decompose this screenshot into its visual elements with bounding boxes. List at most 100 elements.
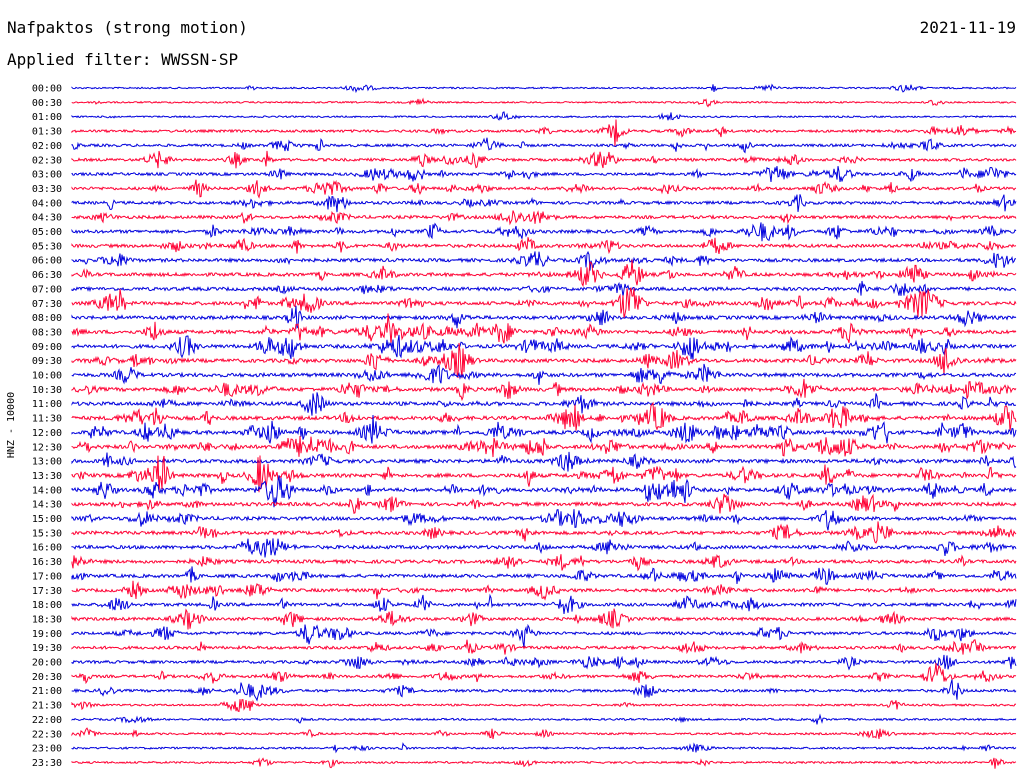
trace-line-2130 <box>71 699 1017 713</box>
trace-line-0230 <box>71 150 1017 169</box>
trace-line-0000 <box>71 83 1017 94</box>
row-time-label: 22:00 <box>32 715 62 726</box>
trace-line-0430 <box>71 210 1017 226</box>
row-time-label: 21:00 <box>32 686 62 697</box>
row-time-label: 05:00 <box>32 227 62 238</box>
row-time-label: 04:30 <box>32 213 62 224</box>
trace-group <box>71 83 1017 769</box>
trace-line-0130 <box>71 119 1017 147</box>
trace-line-2100 <box>71 679 1017 702</box>
trace-line-1200 <box>71 415 1017 444</box>
row-time-label: 02:00 <box>32 141 62 152</box>
row-time-label: 20:00 <box>32 658 62 669</box>
row-time-label: 11:00 <box>32 399 62 410</box>
row-time-label: 16:00 <box>32 543 62 554</box>
row-time-label: 03:30 <box>32 184 62 195</box>
trace-line-0630 <box>71 259 1017 288</box>
trace-line-2200 <box>71 713 1017 725</box>
trace-line-1730 <box>71 580 1017 601</box>
row-time-label: 21:30 <box>32 701 62 712</box>
trace-line-1700 <box>71 566 1017 586</box>
trace-line-0100 <box>71 111 1017 121</box>
row-time-label: 00:30 <box>32 98 62 109</box>
tick-label-group: 00:00 00:30 01:00 01:30 02:00 02:30 03:00 03:30… <box>32 84 62 769</box>
trace-line-2300 <box>71 742 1017 754</box>
row-time-label: 00:00 <box>32 84 62 95</box>
row-time-label: 10:30 <box>32 385 62 396</box>
station-title: Nafpaktos (strong motion) <box>7 18 248 37</box>
trace-line-0500 <box>71 222 1017 242</box>
trace-line-1600 <box>71 538 1017 558</box>
row-time-label: 23:00 <box>32 744 62 755</box>
row-time-label: 05:30 <box>32 241 62 252</box>
trace-line-0300 <box>71 166 1017 183</box>
row-time-label: 20:30 <box>32 672 62 683</box>
trace-line-1230 <box>71 435 1017 458</box>
row-time-label: 18:30 <box>32 614 62 625</box>
row-time-label: 14:30 <box>32 500 62 511</box>
row-time-label: 10:00 <box>32 371 62 382</box>
trace-line-1100 <box>71 392 1017 416</box>
row-time-label: 22:30 <box>32 729 62 740</box>
row-time-label: 02:30 <box>32 155 62 166</box>
row-time-label: 07:00 <box>32 284 62 295</box>
trace-line-1800 <box>71 593 1017 614</box>
trace-line-1000 <box>71 363 1017 385</box>
row-time-label: 14:00 <box>32 485 62 496</box>
row-time-label: 12:00 <box>32 428 62 439</box>
trace-line-1530 <box>71 521 1017 544</box>
trace-line-0730 <box>71 287 1017 319</box>
row-time-label: 06:30 <box>32 270 62 281</box>
trace-line-1500 <box>71 509 1017 531</box>
trace-line-0800 <box>71 305 1017 330</box>
date-label: 2021-11-19 <box>919 18 1016 37</box>
trace-line-2030 <box>71 662 1017 685</box>
row-time-label: 01:00 <box>32 112 62 123</box>
row-time-label: 07:30 <box>32 299 62 310</box>
row-time-label: 12:30 <box>32 442 62 453</box>
row-time-label: 23:30 <box>32 758 62 769</box>
trace-line-1630 <box>71 554 1017 572</box>
trace-line-1030 <box>71 378 1017 402</box>
row-time-label: 06:00 <box>32 256 62 267</box>
trace-line-0700 <box>71 280 1017 297</box>
trace-line-0400 <box>71 194 1017 213</box>
trace-line-1400 <box>71 475 1017 508</box>
trace-line-0330 <box>71 179 1017 199</box>
trace-line-0600 <box>71 250 1017 271</box>
trace-line-2230 <box>71 727 1017 740</box>
row-time-label: 18:00 <box>32 600 62 611</box>
row-time-label: 17:30 <box>32 586 62 597</box>
trace-line-1300 <box>71 451 1017 472</box>
trace-line-0900 <box>71 334 1017 360</box>
row-time-label: 11:30 <box>32 414 62 425</box>
trace-line-1330 <box>71 455 1017 493</box>
row-time-label: 15:00 <box>32 514 62 525</box>
filter-label: Applied filter: WWSSN-SP <box>7 50 239 69</box>
y-axis-label: HNZ - 10000 <box>6 392 17 458</box>
trace-line-1130 <box>71 401 1017 432</box>
trace-line-1900 <box>71 623 1017 648</box>
trace-line-0530 <box>71 237 1017 255</box>
trace-line-0030 <box>71 97 1017 108</box>
row-time-label: 16:30 <box>32 557 62 568</box>
row-time-label: 19:30 <box>32 643 62 654</box>
row-time-label: 03:00 <box>32 170 62 181</box>
row-time-label: 17:00 <box>32 571 62 582</box>
row-time-label: 08:30 <box>32 327 62 338</box>
row-time-label: 09:00 <box>32 342 62 353</box>
trace-line-0830 <box>71 313 1017 345</box>
row-time-label: 08:00 <box>32 313 62 324</box>
row-time-label: 19:00 <box>32 629 62 640</box>
trace-line-2000 <box>71 654 1017 671</box>
row-time-label: 15:30 <box>32 528 62 539</box>
trace-line-0930 <box>71 342 1017 379</box>
row-time-label: 04:00 <box>32 198 62 209</box>
row-time-label: 01:30 <box>32 127 62 138</box>
row-time-label: 13:30 <box>32 471 62 482</box>
trace-line-0200 <box>71 137 1017 154</box>
trace-line-1430 <box>71 493 1017 514</box>
trace-line-1830 <box>71 608 1017 630</box>
trace-line-2330 <box>71 757 1017 769</box>
trace-line-1930 <box>71 639 1017 655</box>
